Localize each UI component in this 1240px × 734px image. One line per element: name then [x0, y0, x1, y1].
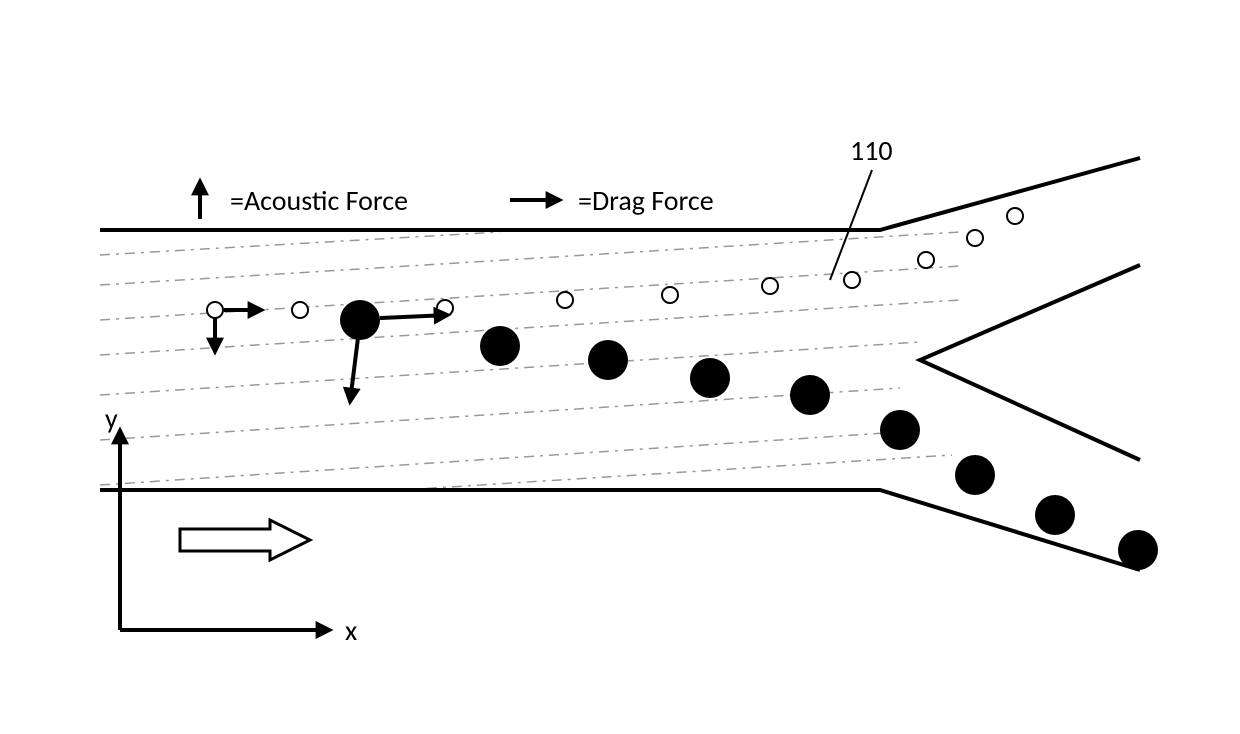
callout-110: 110	[830, 133, 893, 280]
axis-y-label: y	[105, 401, 118, 436]
axis-x-label: x	[345, 613, 357, 648]
axes: xy	[105, 401, 357, 648]
callout-label: 110	[850, 133, 893, 168]
legend: =Acoustic Force =Drag Force	[200, 181, 714, 219]
legend-acoustic-label: =Acoustic Force	[230, 183, 408, 218]
large-particles	[340, 300, 1158, 570]
diagram: =Acoustic Force=Drag Force110xy	[0, 0, 1240, 734]
force-arrows	[215, 310, 448, 402]
wavefronts	[100, 232, 960, 490]
legend-drag-label: =Drag Force	[578, 183, 714, 218]
flow-arrow	[180, 520, 310, 560]
